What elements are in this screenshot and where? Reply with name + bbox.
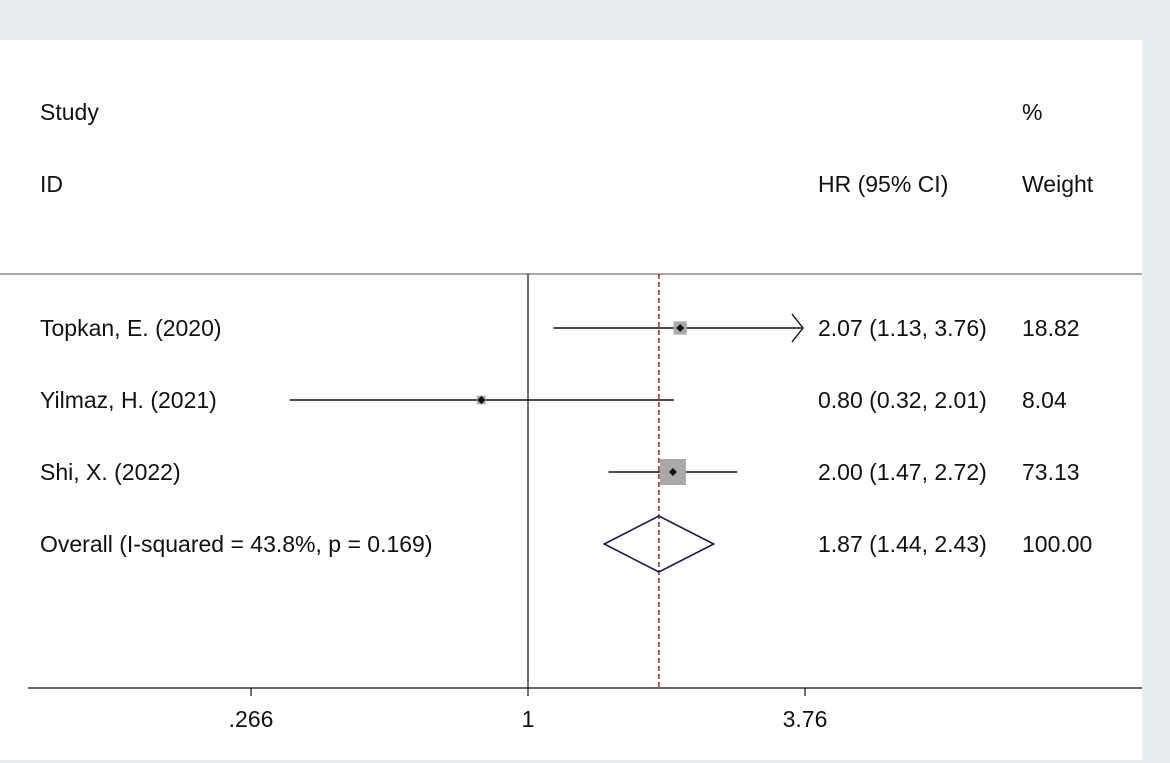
overall-weight: 100.00	[1022, 531, 1092, 557]
study-weight: 73.13	[1022, 459, 1080, 485]
study-hr-ci: 0.80 (0.32, 2.01)	[818, 387, 987, 413]
header-percent: %	[1022, 99, 1042, 125]
study-hr-ci: 2.07 (1.13, 3.76)	[818, 315, 987, 341]
point-estimate	[668, 468, 677, 476]
header-id: ID	[40, 171, 63, 197]
overall-label: Overall (I-squared = 43.8%, p = 0.169)	[40, 531, 433, 557]
study-label: Yilmaz, H. (2021)	[40, 387, 217, 413]
overall-diamond	[602, 515, 716, 573]
x-tick-label: 3.76	[783, 706, 828, 732]
header-weight: Weight	[1022, 171, 1094, 197]
study-hr-ci: 2.00 (1.47, 2.72)	[818, 459, 987, 485]
point-estimate	[676, 324, 685, 332]
study-label: Shi, X. (2022)	[40, 459, 181, 485]
x-tick-label: .266	[229, 706, 274, 732]
header-hr-ci: HR (95% CI)	[818, 171, 948, 197]
point-estimate	[477, 396, 486, 404]
x-tick-label: 1	[522, 706, 535, 732]
study-weight: 8.04	[1022, 387, 1067, 413]
study-weight: 18.82	[1022, 315, 1080, 341]
ci-arrow	[791, 313, 804, 343]
study-label: Topkan, E. (2020)	[40, 315, 222, 341]
header-study: Study	[40, 99, 99, 125]
overall-hr-ci: 1.87 (1.44, 2.43)	[818, 531, 987, 557]
